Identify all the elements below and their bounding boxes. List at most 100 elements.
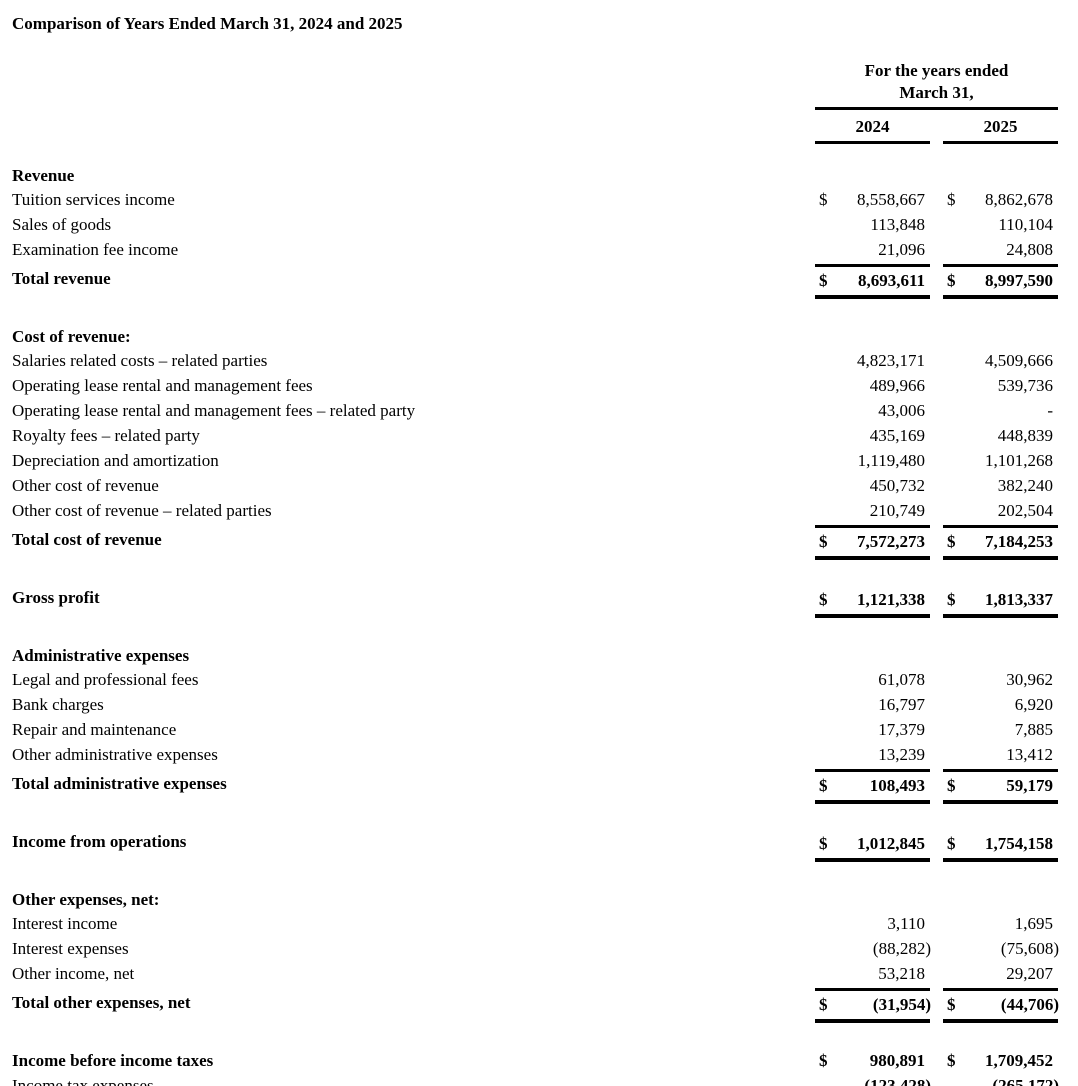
value-2025: 29,207 bbox=[943, 962, 1058, 991]
value-2025: 1,101,268 bbox=[985, 451, 1053, 470]
value-2024 bbox=[815, 644, 930, 668]
period-caption-line1: For the years ended bbox=[864, 61, 1009, 80]
row-label: Income tax expenses bbox=[12, 1076, 154, 1086]
row-income-tax-expenses: Income tax expenses (123,428) (265,172) bbox=[12, 1074, 1059, 1086]
value-2024: 17,379 bbox=[878, 720, 925, 739]
row-administrative-expenses-header: Administrative expenses bbox=[12, 644, 1058, 668]
dollar-sign: $ bbox=[819, 776, 828, 795]
value-2024 bbox=[815, 164, 930, 188]
value-2025 bbox=[943, 325, 1058, 349]
dollar-sign: $ bbox=[947, 834, 956, 853]
value-2024: 13,239 bbox=[815, 743, 930, 772]
row-interest-expenses: Interest expenses (88,282) (75,608) bbox=[12, 937, 1059, 962]
dollar-sign: $ bbox=[947, 271, 956, 290]
row-label: Cost of revenue: bbox=[12, 327, 131, 346]
value-2025: $1,754,158 bbox=[943, 830, 1058, 862]
row-repair-maintenance: Repair and maintenance 17,379 7,885 bbox=[12, 718, 1058, 743]
value-2024: (123,428) bbox=[815, 1074, 931, 1086]
dollar-sign: $ bbox=[947, 1051, 956, 1070]
value-2025: $59,179 bbox=[943, 772, 1058, 804]
row-label: Bank charges bbox=[12, 695, 104, 714]
row-label: Other cost of revenue – related parties bbox=[12, 501, 272, 520]
value-2025: (75,608) bbox=[1000, 939, 1059, 958]
row-label: Total other expenses, net bbox=[12, 993, 191, 1012]
row-tuition-services-income: Tuition services income $8,558,667 $8,86… bbox=[12, 188, 1058, 213]
row-examination-fee-income: Examination fee income 21,096 24,808 bbox=[12, 238, 1058, 267]
value-2025 bbox=[943, 164, 1058, 188]
row-total-administrative-expenses: Total administrative expenses $108,493 $… bbox=[12, 772, 1058, 804]
dollar-sign: $ bbox=[819, 995, 828, 1014]
dollar-sign: $ bbox=[819, 590, 828, 609]
value-2024: $8,693,611 bbox=[815, 267, 930, 299]
row-operating-lease-fees-related-party: Operating lease rental and management fe… bbox=[12, 399, 1058, 424]
row-label: Salaries related costs – related parties bbox=[12, 351, 268, 370]
row-operating-lease-fees: Operating lease rental and management fe… bbox=[12, 374, 1058, 399]
row-label: Repair and maintenance bbox=[12, 720, 177, 739]
value-2025: $8,862,678 bbox=[943, 188, 1058, 213]
row-label: Royalty fees – related party bbox=[12, 426, 200, 445]
row-label: Interest income bbox=[12, 914, 118, 933]
row-label: Other expenses, net: bbox=[12, 890, 160, 909]
row-income-from-operations: Income from operations $1,012,845 $1,754… bbox=[12, 830, 1058, 862]
row-legal-professional-fees: Legal and professional fees 61,078 30,96… bbox=[12, 668, 1058, 693]
row-salaries-related-costs: Salaries related costs – related parties… bbox=[12, 349, 1058, 374]
value-2025: - bbox=[1047, 401, 1053, 420]
period-caption-line2: March 31, bbox=[815, 82, 1058, 110]
value-2024: 1,119,480 bbox=[857, 451, 925, 470]
value-2024: 113,848 bbox=[870, 215, 925, 234]
value-2025: 4,509,666 bbox=[985, 351, 1053, 370]
value-2024: 21,096 bbox=[815, 238, 930, 267]
column-header-2024: 2024 bbox=[815, 115, 930, 144]
value-2024: 435,169 bbox=[869, 426, 925, 445]
value-2025: 202,504 bbox=[943, 499, 1058, 528]
row-total-other-expenses-net: Total other expenses, net $ (31,954) $ (44… bbox=[12, 991, 1059, 1023]
dollar-sign: $ bbox=[947, 995, 956, 1014]
dollar-sign: $ bbox=[947, 190, 956, 209]
column-header-2025: 2025 bbox=[943, 115, 1058, 144]
row-revenue-header: Revenue bbox=[12, 164, 1058, 188]
value-2025: 539,736 bbox=[997, 376, 1053, 395]
row-label: Other income, net bbox=[12, 964, 135, 983]
dollar-sign: $ bbox=[819, 532, 828, 551]
value-2024: 489,966 bbox=[869, 376, 925, 395]
value-2024: 210,749 bbox=[815, 499, 930, 528]
value-2025: $1,813,337 bbox=[943, 586, 1058, 618]
row-label: Revenue bbox=[12, 166, 75, 185]
row-royalty-fees: Royalty fees – related party 435,169 448… bbox=[12, 424, 1058, 449]
row-other-cost-of-revenue: Other cost of revenue 450,732 382,240 bbox=[12, 474, 1058, 499]
page-title: Comparison of Years Ended March 31, 2024… bbox=[12, 14, 403, 33]
dollar-sign: $ bbox=[819, 1051, 828, 1070]
row-sales-of-goods: Sales of goods 113,848 110,104 bbox=[12, 213, 1058, 238]
value-2024: 43,006 bbox=[878, 401, 925, 420]
value-2025: 110,104 bbox=[998, 215, 1053, 234]
row-label: Sales of goods bbox=[12, 215, 112, 234]
year-header-row: 2024 2025 bbox=[815, 115, 1058, 144]
dollar-sign: $ bbox=[947, 532, 956, 551]
row-other-cost-of-revenue-related-parties: Other cost of revenue – related parties … bbox=[12, 499, 1058, 528]
row-label: Administrative expenses bbox=[12, 646, 190, 665]
row-other-administrative-expenses: Other administrative expenses 13,239 13,… bbox=[12, 743, 1058, 772]
value-2025: 24,808 bbox=[943, 238, 1058, 267]
row-label: Total cost of revenue bbox=[12, 530, 162, 549]
value-2024: 16,797 bbox=[878, 695, 925, 714]
value-2024: 53,218 bbox=[815, 962, 930, 991]
row-label: Other administrative expenses bbox=[12, 745, 218, 764]
value-2024: 4,823,171 bbox=[857, 351, 925, 370]
row-other-expenses-header: Other expenses, net: bbox=[12, 888, 1058, 912]
value-2025: 13,412 bbox=[943, 743, 1058, 772]
row-label: Other cost of revenue bbox=[12, 476, 159, 495]
row-total-revenue: Total revenue $8,693,611 $8,997,590 bbox=[12, 267, 1058, 299]
row-cost-of-revenue-header: Cost of revenue: bbox=[12, 325, 1058, 349]
row-income-before-income-taxes: Income before income taxes $980,891 $1,7… bbox=[12, 1049, 1058, 1074]
row-label: Total revenue bbox=[12, 269, 111, 288]
value-2025: 448,839 bbox=[997, 426, 1053, 445]
value-2024: (88,282) bbox=[872, 939, 931, 958]
value-2024 bbox=[815, 325, 930, 349]
row-label: Legal and professional fees bbox=[12, 670, 199, 689]
row-gross-profit: Gross profit $1,121,338 $1,813,337 bbox=[12, 586, 1058, 618]
value-2024: $1,012,845 bbox=[815, 830, 930, 862]
dollar-sign: $ bbox=[819, 190, 828, 209]
value-2025: 382,240 bbox=[997, 476, 1053, 495]
value-2024: $ (31,954) bbox=[815, 991, 931, 1023]
value-2024: $980,891 bbox=[815, 1049, 930, 1074]
